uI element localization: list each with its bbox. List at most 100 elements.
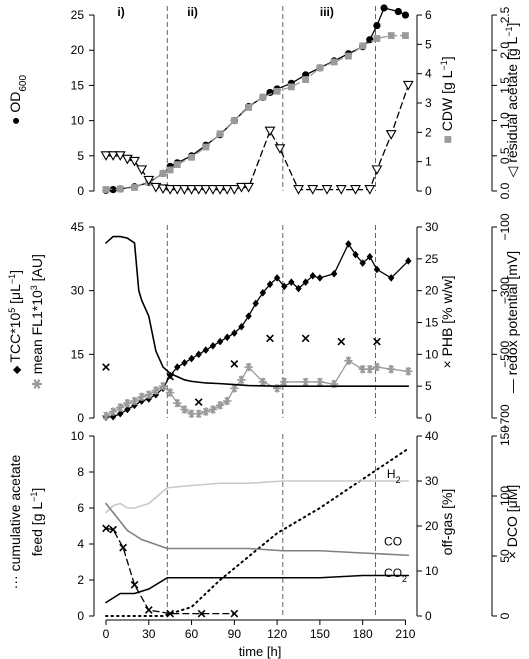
- marker-diamond: [330, 269, 338, 278]
- marker-square: [216, 130, 224, 138]
- right2-tick-label: 100: [498, 486, 512, 506]
- marker-triangle: [200, 185, 212, 195]
- marker-cross: [337, 337, 346, 346]
- phb-axis-title-part: PHB [% w/w]: [439, 276, 455, 357]
- cumulative-acetate-axis-title: ··· cumulative acetate: [7, 454, 23, 589]
- x-tick-label: 60: [185, 627, 199, 641]
- right-tick-label: 25: [425, 252, 439, 266]
- marker-cross: [230, 360, 239, 368]
- feed-axis-title-part: feed [g L: [29, 502, 45, 557]
- marker-square: [359, 42, 367, 50]
- right-tick-label: 0: [425, 411, 432, 425]
- marker-triangle: [214, 185, 226, 195]
- residual-acetate-axis-title-part: ◁: [504, 163, 520, 178]
- marker-triangle: [150, 182, 162, 193]
- marker-diamond: [359, 259, 366, 267]
- tcc-axis-title-part: [μL: [7, 284, 23, 308]
- redox-axis-title-part: —: [504, 375, 520, 393]
- series-line: [105, 7, 407, 191]
- marker-triangle: [228, 185, 240, 195]
- left-tick-label: 0: [77, 411, 84, 425]
- cdw-axis-title-part: ]: [439, 56, 455, 60]
- left-tick-label: 15: [71, 78, 85, 92]
- tcc-axis-title-part: ]: [7, 270, 23, 274]
- x-tick-label: 210: [395, 627, 415, 641]
- marker-square: [373, 35, 381, 42]
- residual-acetate-axis-title-part: −1: [504, 26, 514, 36]
- od600-axis-title-part: 600: [18, 75, 29, 92]
- left-tick-label: 20: [71, 43, 85, 57]
- marker-triangle: [193, 185, 205, 195]
- marker-triangle: [402, 80, 414, 91]
- marker-square: [166, 166, 174, 174]
- marker-triangle: [307, 185, 319, 195]
- marker-square: [345, 52, 352, 60]
- right2-tick-label: 0: [498, 612, 512, 619]
- marker-diamond: [188, 354, 195, 363]
- marker-diamond: [181, 359, 188, 367]
- cdw-axis-title: ■ CDW [g L−1]: [439, 56, 455, 143]
- marker-diamond: [373, 265, 381, 274]
- x-axis-title: time [h]: [239, 644, 282, 659]
- x-tick-label: 30: [142, 627, 156, 641]
- marker-diamond: [352, 250, 359, 259]
- right-tick-label: 10: [425, 564, 439, 578]
- marker-triangle: [274, 144, 286, 154]
- marker-square: [188, 153, 195, 161]
- phb-axis-title-part: ×: [439, 356, 455, 368]
- right2-tick-label: −100: [498, 213, 512, 240]
- marker-square: [302, 76, 310, 83]
- marker-diamond: [273, 274, 281, 282]
- marker-triangle: [186, 185, 197, 195]
- right2-tick-label: −300: [498, 277, 512, 304]
- right-tick-label: 0: [425, 184, 432, 198]
- marker-diamond: [366, 252, 373, 261]
- marker-diamond: [387, 274, 395, 282]
- marker-diamond: [231, 329, 238, 337]
- x-tick-label: 180: [353, 627, 373, 641]
- marker-square: [245, 104, 252, 111]
- residual-acetate-axis-title-part: ]: [504, 23, 520, 27]
- residual-acetate-axis-title-part: residual acetate [g L: [504, 37, 520, 163]
- marker-triangle: [371, 165, 383, 176]
- marker-triangle: [178, 185, 190, 195]
- left-tick-label: 8: [77, 465, 84, 479]
- marker-square: [287, 83, 295, 91]
- marker-diamond: [209, 342, 217, 350]
- off-gas-axis-title-part: off-gas [%]: [439, 489, 455, 556]
- right-tick-label: 40: [425, 429, 439, 443]
- marker-cross: [266, 334, 274, 343]
- right2-tick-label: 0.0: [498, 182, 512, 199]
- marker-circle: [373, 21, 381, 30]
- gas-annotation: CO: [384, 535, 402, 549]
- right2-tick-label: 2.5: [498, 6, 512, 23]
- series-line: [105, 480, 410, 514]
- marker-triangle: [100, 151, 112, 161]
- series-line: [105, 574, 410, 604]
- marker-diamond: [224, 333, 231, 342]
- marker-cross: [109, 525, 117, 534]
- tcc-axis-title-part: TCC*10: [7, 313, 23, 363]
- series-line: [105, 34, 407, 191]
- mean-fl1-axis-title-part: ✱: [29, 374, 45, 390]
- marker-triangle: [207, 185, 219, 195]
- gas-annotation: CO2: [384, 566, 407, 584]
- marker-triangle: [350, 185, 361, 195]
- marker-diamond: [259, 288, 267, 297]
- marker-circle: [394, 7, 402, 16]
- left-tick-label: 25: [71, 8, 85, 22]
- right-tick-label: 30: [425, 220, 439, 234]
- marker-diamond: [245, 312, 252, 320]
- marker-square: [131, 184, 138, 191]
- chart-panel-top: i) ii) iii) 0 5 10 15 20 25 0 1 2 3 4 5 6 0.0 0.5 1.0 1.5 2.…: [71, 4, 512, 199]
- feed-axis-title-part: −1: [29, 492, 39, 502]
- cdw-axis-title-part: ■: [439, 131, 455, 143]
- marker-cross: [102, 363, 110, 371]
- x-tick-label: 0: [103, 627, 110, 641]
- marker-diamond: [345, 240, 352, 248]
- dco-axis-title-part: ×: [504, 547, 520, 559]
- mean-fl1-axis-title-part: mean FL1*10: [29, 290, 45, 374]
- marker-triangle: [129, 156, 140, 167]
